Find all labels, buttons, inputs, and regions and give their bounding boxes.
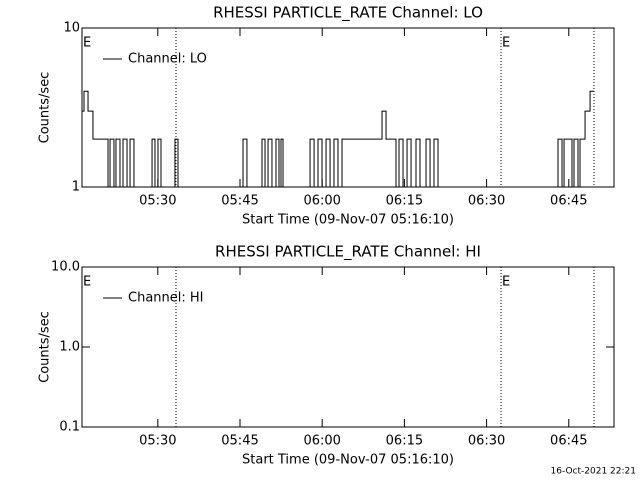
x-axis-label: Start Time (09-Nov-07 05:16:10)	[242, 453, 454, 468]
y-axis-label: Counts/sec	[38, 72, 53, 144]
y-tick-label: 10	[63, 21, 80, 36]
x-tick-label: 06:30	[468, 434, 505, 449]
x-tick-label: 06:45	[550, 194, 587, 209]
plot-frame	[81, 27, 615, 188]
y-tick-label: 1.0	[59, 340, 80, 355]
series-line	[82, 90, 594, 188]
x-tick-label: 06:15	[386, 434, 423, 449]
x-tick-label: 06:15	[386, 194, 423, 209]
x-tick-label: 06:30	[468, 194, 505, 209]
annotation: E	[502, 275, 510, 290]
annotation: E	[502, 36, 510, 51]
x-tick-label: 06:45	[550, 434, 587, 449]
chart-title: RHESSI PARTICLE_RATE Channel: LO	[213, 4, 483, 23]
x-tick-label: 06:00	[303, 434, 340, 449]
annotation: E	[83, 275, 91, 290]
legend-label: Channel: HI	[128, 291, 204, 306]
annotation: E	[83, 36, 91, 51]
x-tick-label: 05:45	[221, 434, 258, 449]
y-axis-label: Counts/sec	[38, 311, 53, 383]
x-tick-label: 05:45	[221, 194, 258, 209]
y-tick-label: 0.1	[59, 420, 80, 435]
footer: 16-Oct-2021 22:21	[551, 467, 636, 477]
legend-label: Channel: LO	[128, 52, 207, 67]
x-axis-label: Start Time (09-Nov-07 05:16:10)	[242, 213, 454, 228]
y-tick-label: 1	[72, 180, 80, 195]
chart-title: RHESSI PARTICLE_RATE Channel: HI	[215, 243, 481, 262]
x-tick-label: 06:00	[303, 194, 340, 209]
x-tick-label: 05:30	[139, 194, 176, 209]
y-tick-label: 10.0	[51, 260, 80, 275]
x-tick-label: 05:30	[139, 434, 176, 449]
